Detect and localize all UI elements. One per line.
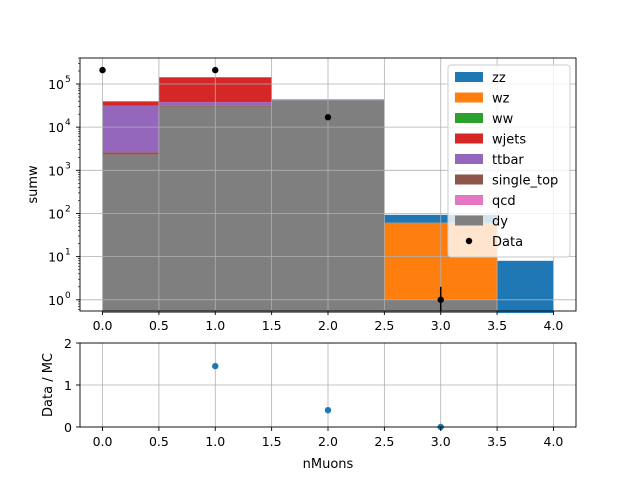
main-y-tick-base-2: 10: [48, 206, 64, 221]
bar-dy-bin-0: [102, 154, 159, 313]
bar-zz-bin-4: [497, 260, 554, 313]
data-point-3: [437, 296, 444, 303]
legend-label-single_top: single_top: [492, 174, 558, 189]
legend-swatch-ttbar: [455, 154, 483, 164]
legend-label-wz: wz: [492, 92, 510, 107]
main-x-tick-label-0: 0.0: [93, 318, 113, 333]
bar-single_top-bin-0: [102, 152, 159, 155]
main-x-tick-label-7: 3.5: [487, 318, 507, 333]
main-x-tick-label-6: 3.0: [431, 318, 451, 333]
ratio-point-0: [212, 362, 219, 370]
main-y-tick-base-4: 10: [48, 120, 64, 135]
legend-swatch-wz: [455, 92, 483, 103]
ratio-y-tick-label-0: 0: [64, 420, 72, 435]
main-y-axis-label: sumw: [26, 165, 41, 204]
main-x-tick-label-2: 1.0: [205, 318, 225, 333]
data-point-1: [212, 66, 219, 74]
main-y-tick-label-5: 10: [48, 77, 64, 92]
legend-swatch-single_top: [455, 174, 483, 185]
ratio-x-tick-label-0: 0.0: [93, 434, 113, 449]
data-point-2: [324, 114, 332, 121]
legend-label-data: Data: [492, 235, 523, 250]
ratio-point-1: [324, 407, 332, 414]
data-point-0: [99, 66, 106, 74]
ratio-y-tick-label-1: 1: [64, 378, 72, 393]
main-x-tick-label-1: 0.5: [149, 318, 169, 333]
main-y-tick-label-3: 10: [48, 163, 64, 178]
ratio-x-tick-label-3: 1.5: [262, 434, 282, 449]
legend-swatch-wjets: [455, 133, 483, 144]
ratio-x-tick-label-8: 4.0: [544, 434, 564, 449]
ratio-x-tick-label-5: 2.5: [374, 434, 394, 449]
main-x-tick-label-5: 2.5: [374, 318, 394, 333]
main-y-tick-base-3: 10: [48, 163, 64, 178]
ratio-x-tick-label-2: 1.0: [205, 434, 225, 449]
main-x-tick-label-4: 2.0: [318, 318, 338, 333]
ratio-panel: 0.0 0.5 1.0 1.5 2.0 2.5 3.0 3.5 4.0 0 1 2 Data / MC n…: [41, 336, 577, 472]
bar-ttbar-bin-0: [102, 105, 159, 153]
legend-swatch-dy: [455, 215, 483, 226]
main-y-tick-label-2: 10: [48, 206, 64, 221]
ratio-grid: [80, 342, 576, 428]
legend-label-zz: zz: [492, 71, 506, 86]
main-y-tick-exp-1: 1: [65, 248, 71, 258]
legend-label-dy: dy: [492, 215, 508, 230]
ratio-x-tick-label-1: 0.5: [149, 434, 169, 449]
legend-swatch-zz: [455, 72, 483, 82]
ratio-x-tick-label-7: 3.5: [487, 434, 507, 449]
legend-marker-data: [465, 237, 473, 245]
legend-label-qcd: qcd: [492, 194, 516, 209]
ratio-x-ticks: 0.0 0.5 1.0 1.5 2.0 2.5 3.0 3.5 4.0: [93, 427, 564, 449]
legend-swatch-ww: [455, 113, 483, 123]
main-y-tick-label-4: 10: [48, 120, 64, 135]
main-x-tick-label-3: 1.5: [262, 318, 282, 333]
main-y-tick-label-1: 10: [48, 250, 64, 265]
ratio-x-tick-label-6: 3.0: [431, 434, 451, 449]
main-y-tick-exp-4: 4: [65, 118, 71, 128]
legend-label-ww: ww: [492, 112, 514, 127]
main-y-tick-exp-0: 0: [65, 291, 71, 301]
ratio-y-tick-label-2: 2: [64, 336, 72, 351]
legend-label-ttbar: ttbar: [492, 153, 524, 168]
ratio-x-tick-label-4: 2.0: [318, 434, 338, 449]
main-y-tick-label-0: 10: [48, 293, 64, 308]
main-y-tick-base-1: 10: [48, 250, 64, 265]
main-y-tick-exp-2: 2: [65, 204, 71, 214]
bar-wjets-bin-0: [102, 101, 159, 106]
main-panel: 0.0 0.5 1.0 1.5 2.0 2.5 3.0 3.5 4.010 010 110 210 31…: [26, 57, 577, 333]
x-axis-label: nMuons: [303, 457, 354, 472]
ratio-y-ticks: 0 1 2: [64, 336, 80, 435]
main-y-tick-base-5: 10: [48, 77, 64, 92]
data-points: [99, 66, 444, 311]
main-y-tick-base-0: 10: [48, 293, 64, 308]
main-y-tick-exp-3: 3: [65, 161, 71, 171]
ratio-y-axis-label: Data / MC: [41, 353, 56, 417]
main-x-tick-label-8: 4.0: [544, 318, 564, 333]
legend-label-wjets: wjets: [492, 133, 526, 148]
main-x-ticks: 0.0 0.5 1.0 1.5 2.0 2.5 3.0 3.5 4.0: [93, 311, 564, 333]
main-y-tick-exp-5: 5: [65, 75, 71, 85]
legend-swatch-qcd: [455, 195, 483, 205]
